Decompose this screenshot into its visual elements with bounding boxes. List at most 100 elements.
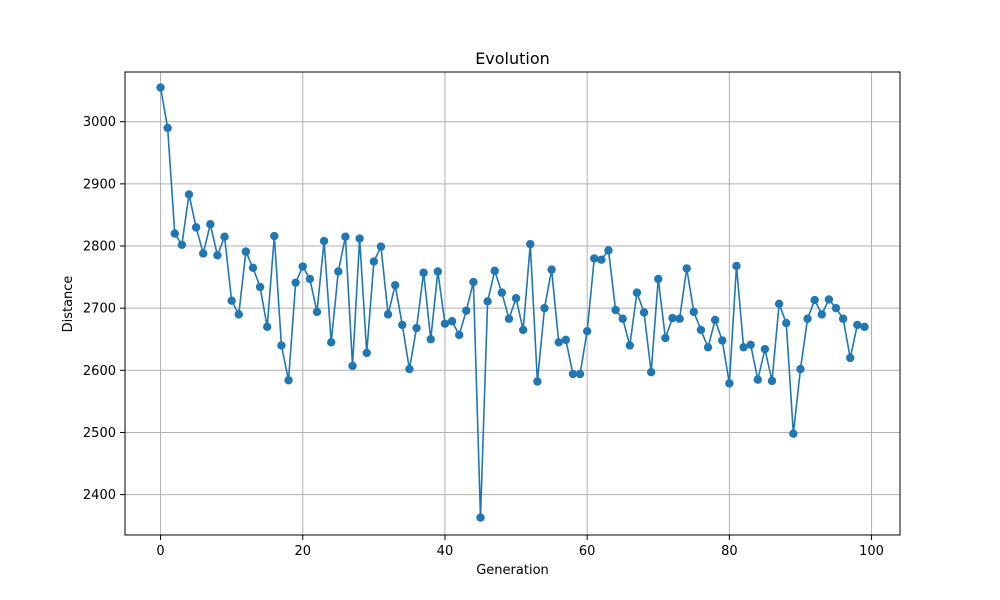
data-point: [284, 376, 293, 385]
data-point: [746, 340, 755, 350]
y-axis-label: Distance: [61, 276, 76, 333]
data-point: [369, 257, 379, 266]
data-point: [853, 320, 862, 330]
data-point: [646, 367, 656, 377]
data-point: [440, 319, 450, 328]
x-tick-label: 60: [579, 544, 596, 559]
data-point: [270, 231, 279, 241]
data-point: [191, 223, 201, 232]
data-point: [199, 249, 208, 258]
data-point: [341, 232, 350, 241]
data-point: [796, 364, 805, 374]
data-point: [547, 265, 556, 274]
data-point: [618, 314, 627, 323]
data-point: [661, 333, 670, 343]
data-point: [526, 239, 535, 249]
data-point: [483, 297, 492, 306]
data-point: [334, 267, 343, 276]
data-point: [263, 322, 272, 332]
data-point: [582, 326, 592, 336]
data-point: [803, 314, 812, 323]
data-point: [319, 236, 329, 246]
data-point: [625, 341, 635, 350]
data-point: [248, 263, 258, 272]
data-point: [156, 83, 165, 92]
data-point: [469, 277, 478, 287]
data-point: [860, 322, 869, 332]
data-point: [490, 266, 499, 276]
data-point: [376, 242, 386, 251]
data-point: [298, 262, 307, 271]
data-point: [412, 323, 421, 333]
data-point: [241, 247, 251, 256]
data-point: [305, 274, 315, 284]
data-point: [782, 318, 791, 328]
y-tick-label: 3000: [83, 115, 116, 130]
data-point: [206, 220, 215, 229]
series-line: [159, 87, 865, 518]
y-tick-label: 2700: [83, 302, 116, 317]
data-point: [227, 296, 236, 305]
data-point: [405, 364, 414, 374]
data-point: [817, 310, 826, 319]
data-point: [561, 335, 571, 345]
data-point: [632, 288, 642, 297]
data-point: [732, 261, 741, 271]
data-point: [689, 307, 699, 317]
data-point: [312, 307, 322, 317]
data-point: [213, 251, 222, 260]
data-point: [682, 264, 691, 273]
data-point: [675, 314, 684, 323]
y-tick-label: 2800: [83, 240, 116, 255]
data-point: [831, 303, 841, 313]
data-point: [753, 375, 762, 384]
data-point: [390, 280, 400, 290]
data-point: [497, 288, 507, 297]
data-point: [184, 190, 194, 199]
data-point: [255, 282, 265, 292]
data-point: [568, 369, 578, 379]
x-tick-label: 0: [156, 544, 164, 559]
data-point: [362, 348, 371, 358]
data-point: [426, 335, 435, 344]
data-point: [476, 513, 485, 522]
data-point: [355, 234, 364, 243]
data-point: [454, 330, 464, 340]
data-point: [810, 295, 819, 305]
data-point: [291, 278, 300, 287]
data-point: [668, 313, 677, 323]
data-point: [170, 229, 179, 238]
data-point: [654, 274, 663, 284]
data-point: [326, 338, 336, 347]
y-tick-label: 2500: [83, 426, 116, 441]
data-point: [348, 361, 357, 371]
data-point: [177, 240, 187, 249]
data-point: [710, 315, 720, 325]
data-point: [789, 429, 798, 438]
data-point: [575, 369, 585, 379]
data-point: [611, 305, 620, 315]
y-tick-label: 2600: [83, 364, 116, 379]
data-point: [433, 267, 443, 276]
data-point: [462, 306, 471, 315]
data-point: [447, 317, 457, 326]
data-point: [511, 294, 521, 303]
plot-area-frame: [124, 71, 901, 536]
data-points: [156, 83, 869, 522]
data-point: [590, 254, 599, 263]
data-point: [533, 377, 542, 386]
data-point: [504, 314, 514, 323]
data-point: [234, 310, 243, 319]
x-axis-label: Generation: [476, 563, 549, 578]
x-tick-label: 40: [437, 544, 454, 559]
x-tick-label: 20: [294, 544, 311, 559]
data-point: [419, 268, 428, 277]
data-point: [838, 314, 848, 323]
y-tick-label: 2400: [83, 488, 116, 503]
data-point: [824, 295, 834, 304]
data-point: [696, 325, 706, 335]
data-point: [846, 353, 855, 363]
data-point: [718, 336, 727, 345]
chart-title: Evolution: [475, 49, 550, 68]
data-point: [760, 344, 770, 354]
